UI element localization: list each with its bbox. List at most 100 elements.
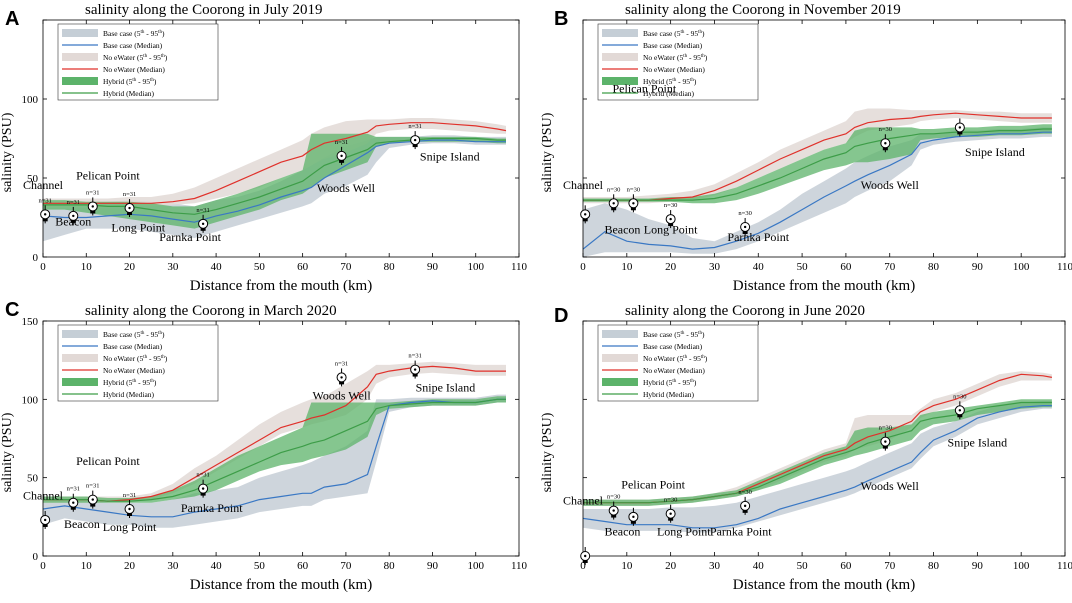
site-label: Woods Well <box>312 388 371 402</box>
site-count: n=31 <box>67 199 80 206</box>
x-tick-label: 60 <box>840 560 852 572</box>
legend-swatch <box>602 378 638 386</box>
site-count: n=30 <box>664 202 677 209</box>
site-dot <box>584 213 586 215</box>
site-dot <box>612 509 614 511</box>
x-tick-label: 40 <box>753 560 765 572</box>
legend: Base case (5th - 95th)Base case (Median)… <box>58 325 218 401</box>
y-tick-label: 100 <box>22 94 39 106</box>
y-axis-label: salinity (PSU) <box>0 112 15 192</box>
site-count: n=30 <box>879 126 892 133</box>
x-tick-label: 20 <box>124 261 136 273</box>
legend-label: No eWater (Median) <box>103 65 165 74</box>
panel-title: salinity along the Coorong in June 2020 <box>625 303 865 319</box>
x-tick-label: 40 <box>211 560 223 572</box>
x-tick-label: 10 <box>81 261 93 273</box>
y-axis-label: salinity (PSU) <box>0 412 15 492</box>
site-dot <box>72 502 74 504</box>
y-tick-label: 50 <box>27 473 39 485</box>
site-count: n=31 <box>196 207 209 214</box>
site-count: n=31 <box>123 492 136 499</box>
site-dot <box>744 226 746 228</box>
site-label: Beacon <box>604 525 640 539</box>
legend-label-mid: - 95 <box>136 77 150 86</box>
legend-label-mid: - 95 <box>136 378 150 387</box>
site-count: n=31 <box>67 486 80 493</box>
legend-label-base: Base case (5 <box>103 330 141 339</box>
site-label: Woods Well <box>317 181 376 195</box>
legend-swatch <box>602 29 638 37</box>
legend-label: Base case (5th - 95th) <box>103 330 165 339</box>
x-tick-label: 110 <box>511 560 528 572</box>
x-tick-label: 90 <box>427 560 439 572</box>
x-tick-label: 110 <box>1057 560 1072 572</box>
x-tick-label: 0 <box>40 261 46 273</box>
panel-D: 0 10 20 30 40 50 60 70 80 90 100 110salinity along … <box>540 303 1072 593</box>
legend-label: Hybrid (5th - 95th) <box>103 77 157 86</box>
y-tick-label: 150 <box>22 316 39 328</box>
legend-label-base: No eWater (5 <box>103 53 143 62</box>
x-tick-label: 40 <box>211 261 223 273</box>
x-tick-label: 60 <box>297 261 309 273</box>
x-tick-label: 30 <box>709 261 721 273</box>
site-dot <box>632 516 634 518</box>
site-dot <box>202 487 204 489</box>
legend-swatch <box>602 354 638 362</box>
site-label: Parnka Point <box>710 525 772 539</box>
site-label: Pelican Point <box>613 82 677 96</box>
x-tick-label: 110 <box>511 261 528 273</box>
legend-label-mid: - 95 <box>684 330 698 339</box>
legend-label: No eWater (Median) <box>643 366 705 375</box>
panel-letter: C <box>5 299 19 321</box>
site-label: Snipe Island <box>965 145 1025 159</box>
legend-label-base: Base case (5 <box>643 330 681 339</box>
site-dot <box>584 555 586 557</box>
site-label: Pelican Point <box>76 169 140 183</box>
legend-label-base: Hybrid (5 <box>103 77 133 86</box>
site-label: Pelican Point <box>76 454 140 468</box>
site-dot <box>884 142 886 144</box>
site-dot <box>92 498 94 500</box>
legend: Base case (5th - 95th) Base case (Median)… <box>58 24 218 100</box>
site-label: Parnka Point <box>727 230 789 244</box>
panel-A: 0 10 20 30 40 50 60 70 80 90 100 110050100salinity … <box>0 2 528 294</box>
site-count: n=31 <box>196 472 209 479</box>
site-label: Woods Well <box>861 479 920 493</box>
x-tick-label: 100 <box>1013 261 1030 273</box>
x-tick-label: 80 <box>928 560 940 572</box>
x-tick-label: 90 <box>972 560 984 572</box>
legend-label: No eWater (5th - 95th) <box>103 354 168 363</box>
panel-title: salinity along the Coorong in July 2019 <box>85 2 323 18</box>
site-count: n=31 <box>123 191 136 198</box>
legend-label: Base case (5th - 95th) <box>103 29 165 38</box>
legend-label: Base case (Median) <box>643 41 703 50</box>
site-dot <box>414 139 416 141</box>
site-label: Beacon <box>604 222 640 236</box>
site-dot <box>632 202 634 204</box>
legend-label: Base case (Median) <box>103 41 163 50</box>
y-tick-label: 0 <box>33 252 39 264</box>
x-tick-label: 80 <box>384 560 396 572</box>
legend-label-base: Base case (5 <box>103 29 141 38</box>
site-dot <box>44 213 46 215</box>
site-label: Beacon <box>64 517 100 531</box>
site-count: n=30 <box>664 497 677 504</box>
legend-swatch <box>62 77 98 85</box>
x-tick-label: 90 <box>427 261 439 273</box>
site-count: n=30 <box>738 210 751 217</box>
x-tick-label: 90 <box>972 261 984 273</box>
site-dot <box>744 505 746 507</box>
x-tick-label: 60 <box>297 560 309 572</box>
y-tick-label: 100 <box>22 394 39 406</box>
panel-B: 0 10 20 30 40 50 60 70 80 90 100 110salinity along … <box>540 2 1072 294</box>
legend-label: Base case (Median) <box>643 342 703 351</box>
site-dot <box>884 440 886 442</box>
site-dot <box>92 205 94 207</box>
site-marker: n=30Long Point <box>644 202 698 236</box>
legend-swatch <box>602 330 638 338</box>
site-label: Long Point <box>103 520 157 534</box>
x-axis-label: Distance from the mouth (km) <box>733 577 915 593</box>
site-count: n=31 <box>335 360 348 367</box>
legend-label: Hybrid (5th - 95th) <box>103 378 157 387</box>
site-label: Beacon <box>55 214 91 228</box>
